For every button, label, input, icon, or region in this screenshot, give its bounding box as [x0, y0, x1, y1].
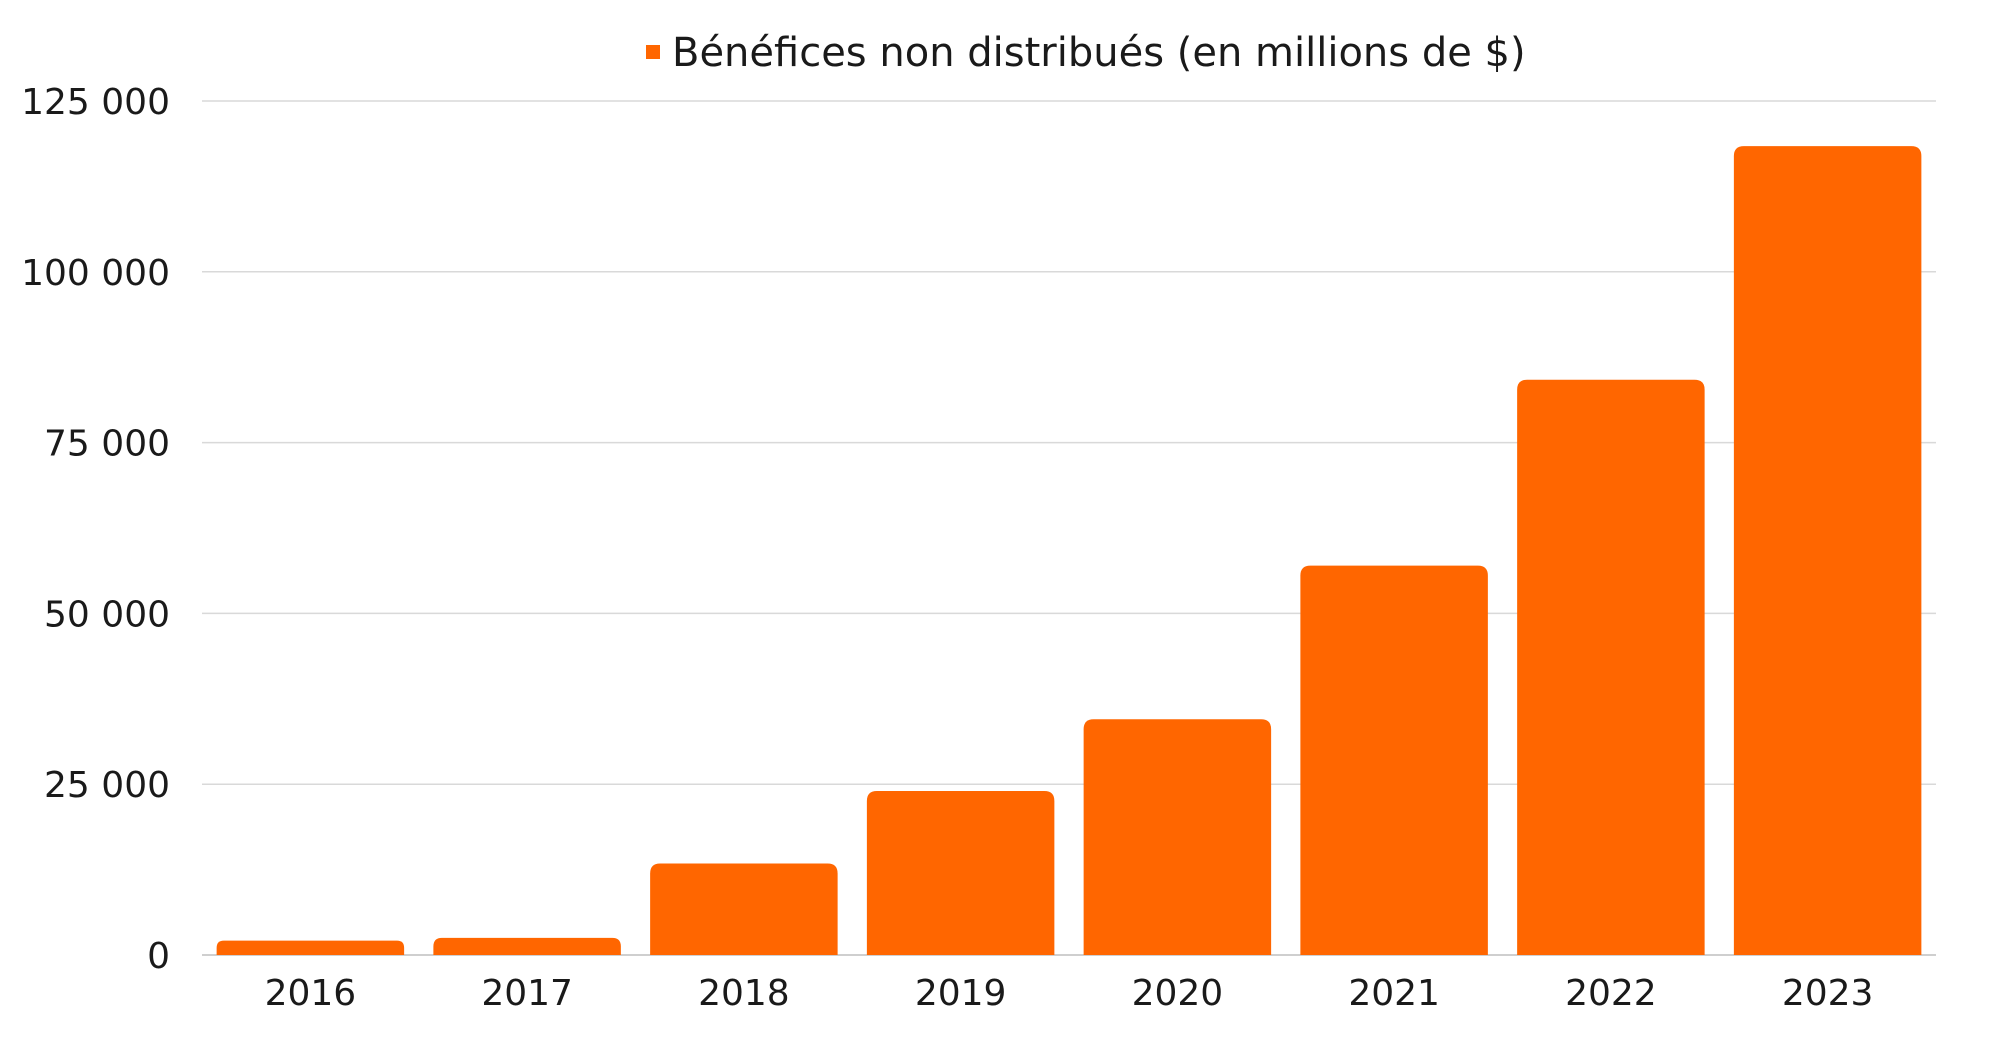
legend: Bénéfices non distribués (en millions de…: [646, 30, 1526, 76]
y-axis-tick-labels: 0 25 000 50 000 75 000 100 000 125 000: [21, 82, 170, 977]
x-tick-label: 2019: [915, 973, 1007, 1014]
bar-2021: [1300, 565, 1488, 955]
bar-2016: [216, 940, 405, 955]
x-tick-label: 2023: [1782, 973, 1874, 1014]
bar-2017: [433, 937, 621, 955]
x-tick-label: 2020: [1132, 973, 1224, 1014]
bar-2023: [1733, 146, 1922, 956]
bar-2020: [1083, 719, 1272, 955]
y-tick-label: 75 000: [44, 424, 170, 465]
y-tick-label: 0: [147, 936, 170, 977]
legend-swatch: [646, 45, 660, 59]
x-tick-label: 2016: [265, 973, 357, 1014]
y-tick-label: 125 000: [21, 82, 170, 123]
x-axis-tick-labels: 2016 2017 2018 2019 2020 2021 2022 2023: [265, 973, 1874, 1014]
y-tick-label: 50 000: [44, 594, 170, 635]
legend-label: Bénéfices non distribués (en millions de…: [672, 30, 1526, 76]
y-tick-label: 25 000: [44, 765, 170, 806]
x-tick-label: 2021: [1348, 973, 1440, 1014]
x-tick-label: 2018: [698, 973, 790, 1014]
bar-2022: [1517, 379, 1705, 955]
x-tick-label: 2017: [481, 973, 573, 1014]
y-tick-label: 100 000: [21, 253, 170, 294]
bar-2018: [650, 863, 838, 955]
bars: [216, 146, 1922, 956]
bar-2019: [866, 791, 1055, 955]
x-tick-label: 2022: [1565, 973, 1657, 1014]
